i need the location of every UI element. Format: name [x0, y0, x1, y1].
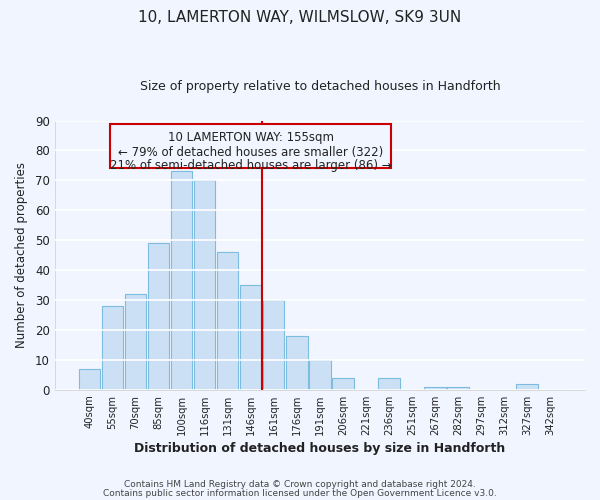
- Y-axis label: Number of detached properties: Number of detached properties: [15, 162, 28, 348]
- Bar: [517, 384, 538, 390]
- Bar: [332, 378, 353, 390]
- Text: Contains HM Land Registry data © Crown copyright and database right 2024.: Contains HM Land Registry data © Crown c…: [124, 480, 476, 489]
- Bar: [194, 180, 215, 390]
- Bar: [148, 243, 169, 390]
- Bar: [286, 336, 308, 390]
- Text: Contains public sector information licensed under the Open Government Licence v3: Contains public sector information licen…: [103, 488, 497, 498]
- FancyBboxPatch shape: [110, 124, 391, 168]
- Bar: [309, 360, 331, 390]
- Bar: [240, 285, 262, 390]
- Text: 10 LAMERTON WAY: 155sqm: 10 LAMERTON WAY: 155sqm: [168, 131, 334, 144]
- Bar: [263, 300, 284, 390]
- Bar: [217, 252, 238, 390]
- Bar: [448, 387, 469, 390]
- Text: ← 79% of detached houses are smaller (322): ← 79% of detached houses are smaller (32…: [118, 146, 383, 159]
- Text: 10, LAMERTON WAY, WILMSLOW, SK9 3UN: 10, LAMERTON WAY, WILMSLOW, SK9 3UN: [139, 10, 461, 25]
- X-axis label: Distribution of detached houses by size in Handforth: Distribution of detached houses by size …: [134, 442, 505, 455]
- Title: Size of property relative to detached houses in Handforth: Size of property relative to detached ho…: [140, 80, 500, 93]
- Bar: [424, 387, 446, 390]
- Bar: [125, 294, 146, 390]
- Bar: [79, 369, 100, 390]
- Bar: [378, 378, 400, 390]
- Bar: [171, 172, 193, 390]
- Text: 21% of semi-detached houses are larger (86) →: 21% of semi-detached houses are larger (…: [110, 160, 392, 172]
- Bar: [102, 306, 123, 390]
